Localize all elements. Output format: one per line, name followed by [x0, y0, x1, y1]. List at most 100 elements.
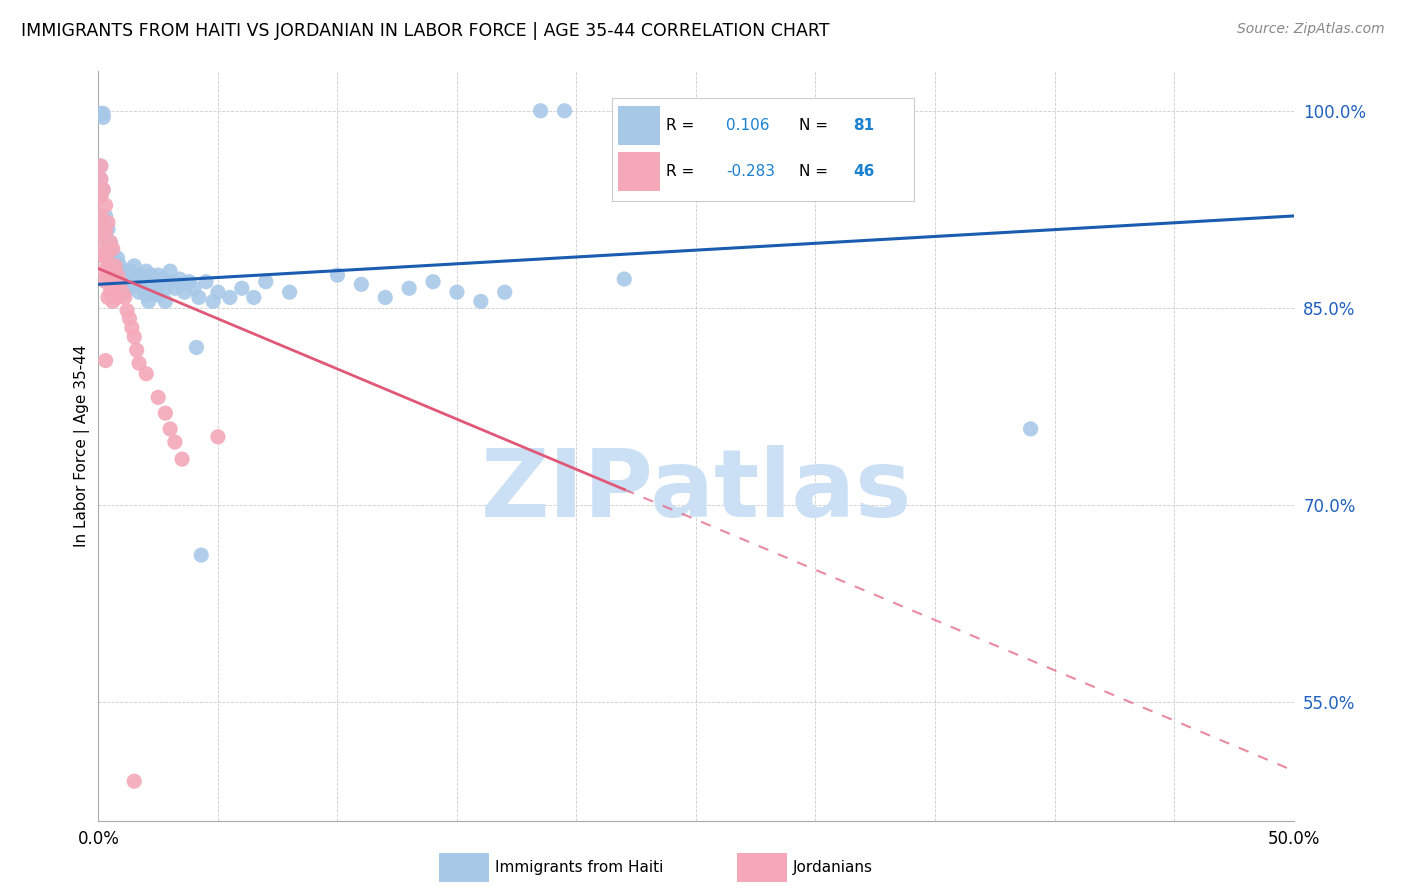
Point — [207, 285, 229, 300]
Point — [172, 452, 194, 467]
Point — [107, 290, 129, 304]
Text: N =: N = — [799, 164, 832, 179]
Point — [138, 294, 160, 309]
Point — [202, 294, 225, 309]
Point — [183, 281, 205, 295]
Point — [374, 290, 396, 304]
Point — [108, 275, 131, 289]
Point — [142, 275, 165, 289]
Point — [101, 242, 124, 256]
Text: Source: ZipAtlas.com: Source: ZipAtlas.com — [1237, 22, 1385, 37]
Point — [118, 281, 141, 295]
Point — [219, 290, 242, 304]
Point — [90, 159, 112, 173]
Point — [97, 245, 120, 260]
Text: ZIPatlas: ZIPatlas — [481, 445, 911, 537]
Point — [350, 277, 373, 292]
Point — [124, 259, 146, 273]
Point — [121, 268, 143, 282]
Point — [101, 272, 124, 286]
Point — [187, 290, 209, 304]
Point — [115, 303, 138, 318]
Point — [148, 268, 170, 282]
Point — [111, 264, 134, 278]
Point — [186, 340, 208, 354]
Point — [94, 209, 117, 223]
Point — [172, 277, 194, 292]
Point — [135, 288, 157, 302]
Point — [104, 259, 127, 273]
Point — [159, 264, 181, 278]
Point — [97, 290, 120, 304]
Point — [97, 222, 120, 236]
Point — [111, 285, 134, 300]
Point — [101, 245, 124, 260]
Text: 0.106: 0.106 — [727, 119, 770, 133]
Point — [90, 172, 112, 186]
Point — [98, 235, 122, 250]
Point — [115, 272, 138, 286]
Text: N =: N = — [799, 119, 832, 133]
Point — [91, 219, 114, 234]
Text: -0.283: -0.283 — [727, 164, 776, 179]
Point — [135, 264, 157, 278]
Point — [104, 281, 127, 295]
Point — [101, 261, 124, 276]
Point — [90, 106, 112, 120]
Point — [231, 281, 253, 295]
Point — [139, 268, 162, 282]
Point — [91, 183, 114, 197]
Point — [118, 311, 141, 326]
Point — [1019, 422, 1042, 436]
Point — [114, 290, 136, 304]
Point — [107, 251, 129, 265]
Point — [132, 281, 155, 295]
Point — [152, 272, 174, 286]
Point — [111, 277, 134, 292]
Point — [97, 268, 120, 282]
Point — [195, 275, 218, 289]
Point — [613, 272, 636, 286]
Text: 46: 46 — [853, 164, 875, 179]
Point — [128, 356, 150, 370]
Point — [94, 353, 117, 368]
Point — [107, 264, 129, 278]
Point — [148, 390, 170, 404]
Point — [254, 275, 277, 289]
Point — [148, 288, 170, 302]
Point — [125, 277, 148, 292]
Point — [90, 248, 112, 262]
Point — [159, 422, 181, 436]
Point — [91, 106, 114, 120]
Point — [108, 275, 131, 289]
Point — [163, 435, 186, 450]
Point — [159, 275, 181, 289]
Point — [90, 159, 112, 173]
Text: Immigrants from Haiti: Immigrants from Haiti — [495, 860, 664, 875]
FancyBboxPatch shape — [617, 106, 659, 145]
Point — [121, 320, 143, 334]
Point — [90, 189, 112, 203]
Text: IMMIGRANTS FROM HAITI VS JORDANIAN IN LABOR FORCE | AGE 35-44 CORRELATION CHART: IMMIGRANTS FROM HAITI VS JORDANIAN IN LA… — [21, 22, 830, 40]
Point — [91, 183, 114, 197]
Point — [94, 275, 117, 289]
Point — [326, 268, 349, 282]
Point — [190, 548, 212, 562]
Point — [97, 242, 120, 256]
Point — [90, 172, 112, 186]
Point — [278, 285, 301, 300]
Point — [173, 285, 195, 300]
Point — [179, 275, 201, 289]
Point — [104, 268, 127, 282]
Point — [91, 242, 114, 256]
Point — [90, 228, 112, 243]
Point — [107, 268, 129, 282]
Point — [530, 103, 553, 118]
Point — [128, 285, 150, 300]
Text: R =: R = — [666, 119, 699, 133]
Text: R =: R = — [666, 164, 699, 179]
Point — [131, 275, 153, 289]
Point — [155, 406, 177, 420]
Point — [163, 281, 186, 295]
FancyBboxPatch shape — [439, 853, 489, 882]
